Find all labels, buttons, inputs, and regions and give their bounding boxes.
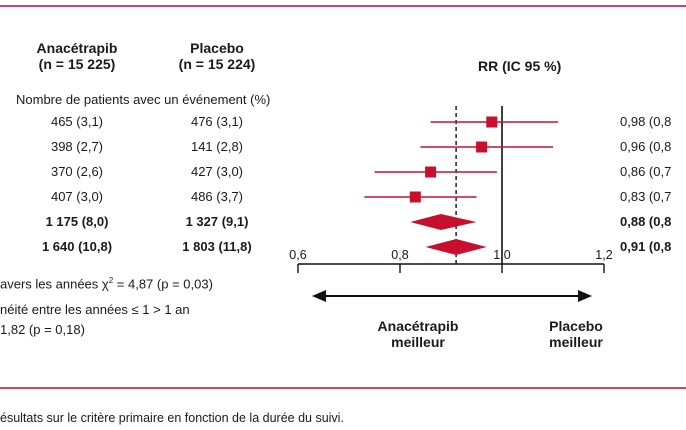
x-tick-label: 0,8 [391, 248, 408, 262]
point-diamond [410, 214, 477, 230]
group2-name: Placebo [190, 40, 244, 56]
footnote-chi2-suffix: = 4,87 (p = 0,03) [113, 276, 213, 292]
row-anacetrapib-value: 465 (3,1) [50, 114, 104, 129]
group2-n: (n = 15 224) [178, 56, 256, 72]
point-square [409, 191, 421, 203]
group1-n: (n = 15 225) [38, 56, 116, 72]
direction-right-line1: Placebo [549, 318, 603, 334]
row-placebo-value: 141 (2,8) [190, 139, 244, 154]
row-placebo-value: 486 (3,7) [190, 189, 244, 204]
x-tick-label: 0,6 [289, 248, 306, 262]
footnote-chi2-prefix: avers les années χ [0, 276, 109, 292]
direction-right-label: Placebo meilleur [536, 318, 616, 350]
row-rr-value: 0,88 (0,8 [620, 214, 672, 229]
row-anacetrapib-value: 1 175 (8,0) [45, 214, 109, 229]
row-rr-value: 0,91 (0,8 [620, 239, 672, 254]
x-tick-label: 1,2 [595, 248, 612, 262]
row-placebo-value: 1 327 (9,1) [185, 214, 249, 229]
direction-left-line1: Anacétrapib [377, 318, 459, 334]
bottom-rule [0, 387, 686, 389]
x-tick-label: 1,0 [493, 248, 510, 262]
group2-header: Placebo (n = 15 224) [158, 40, 276, 72]
right-arrow-head [578, 290, 592, 302]
footnote-heterogeneity-value: 1,82 (p = 0,18) [0, 322, 85, 337]
events-label: Nombre de patients avec un événement (%) [16, 92, 271, 107]
row-anacetrapib-value: 407 (3,0) [50, 189, 104, 204]
footnote-heterogeneity: néité entre les années ≤ 1 > 1 an [0, 302, 190, 317]
row-rr-value: 0,98 (0,8 [620, 114, 672, 129]
row-anacetrapib-value: 1 640 (10,8) [41, 239, 113, 254]
footnote-chi2-sup: 2 [108, 276, 114, 285]
row-rr-value: 0,83 (0,7 [620, 189, 672, 204]
row-placebo-value: 1 803 (11,8) [182, 239, 252, 254]
row-anacetrapib-value: 370 (2,6) [50, 164, 104, 179]
row-rr-value: 0,86 (0,7 [620, 164, 672, 179]
point-square [425, 166, 437, 178]
group1-name: Anacétrapib [36, 40, 118, 56]
figure-caption: ésultats sur le critère primaire en fonc… [0, 411, 344, 425]
point-square [476, 141, 488, 153]
row-anacetrapib-value: 398 (2,7) [50, 139, 104, 154]
row-placebo-value: 427 (3,0) [190, 164, 244, 179]
group1-header: Anacétrapib (n = 15 225) [18, 40, 136, 72]
top-rule [0, 5, 686, 7]
footnote-chi2: avers les années χ2 = 4,87 (p = 0,03) [0, 276, 213, 291]
point-square [486, 116, 498, 128]
left-arrow-head [312, 290, 326, 302]
direction-left-label: Anacétrapib meilleur [362, 318, 474, 350]
direction-left-line2: meilleur [391, 334, 445, 350]
rr-header: RR (IC 95 %) [478, 58, 562, 74]
point-diamond [425, 239, 487, 255]
row-placebo-value: 476 (3,1) [190, 114, 244, 129]
row-rr-value: 0,96 (0,8 [620, 139, 672, 154]
direction-right-line2: meilleur [549, 334, 603, 350]
